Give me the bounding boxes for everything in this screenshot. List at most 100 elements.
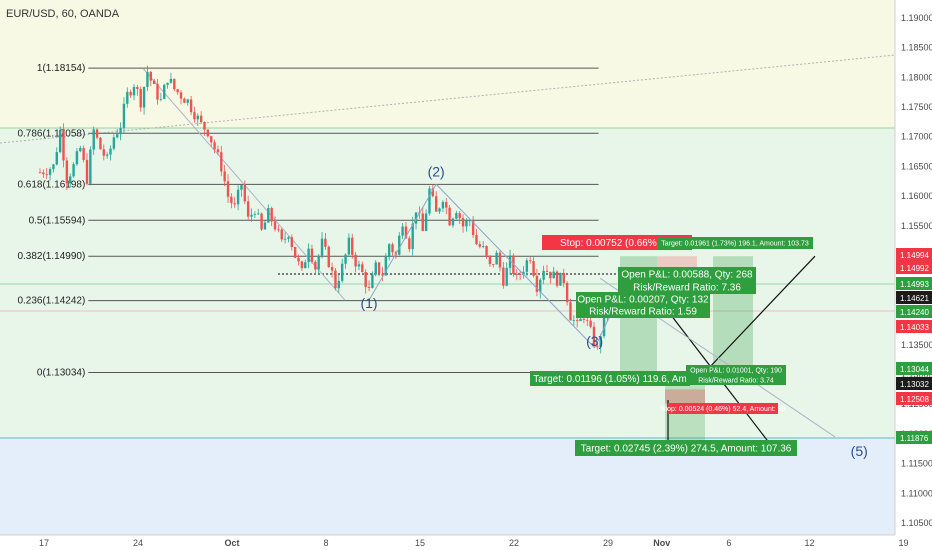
trend-line-dotted [0, 54, 896, 144]
candle-body [434, 196, 438, 212]
candle-body [89, 149, 92, 184]
candle-body [431, 188, 435, 197]
candle-body [562, 272, 565, 283]
candle-body [579, 318, 582, 322]
candle-body [226, 181, 230, 197]
candle-body [240, 185, 243, 190]
candles [38, 65, 619, 354]
candle-body [602, 309, 606, 337]
candle-body [515, 274, 518, 275]
price-tag-box [896, 305, 932, 318]
price-tag-label: 1.14993 [900, 280, 929, 289]
candle-body [112, 137, 116, 149]
candle-body [589, 320, 592, 327]
candle-body [105, 154, 109, 156]
candle-body [565, 282, 569, 303]
candle-body [569, 302, 572, 321]
candle-body [223, 171, 226, 182]
candle-body [455, 213, 458, 219]
candle-body [478, 244, 482, 247]
position-label: Target: 0.01961 (1.73%) 196.1, Amount: 1… [661, 241, 809, 248]
candle-body [176, 89, 179, 93]
candle-body [149, 71, 152, 81]
candle-body [528, 260, 532, 262]
zone-upper [0, 0, 895, 128]
candle-body [142, 86, 146, 108]
candle-body [55, 152, 58, 165]
candle-body [293, 246, 297, 258]
price-tag-label: 1.13044 [900, 365, 929, 374]
candle-body [481, 246, 485, 247]
candle-body [337, 280, 341, 289]
position-label-box [542, 235, 692, 250]
candle-body [119, 127, 122, 135]
candle-body [451, 218, 455, 226]
candle-body [411, 223, 414, 250]
price-tag-box [896, 431, 932, 444]
candle-body [441, 201, 445, 209]
candle-body [92, 129, 95, 150]
price-tag-label: 1.12508 [900, 395, 929, 404]
candle-body [404, 226, 408, 239]
candle-body [572, 320, 576, 321]
candle-body [122, 103, 126, 128]
price-tag-box [896, 248, 932, 261]
time-tick-label: 19 [899, 538, 909, 548]
candle-body [297, 257, 300, 262]
time-axis[interactable] [0, 535, 932, 550]
candle-body [203, 121, 206, 130]
candle-body [116, 134, 119, 138]
candle-body [421, 213, 424, 231]
position-label: Open P&L: 0.00207, Qty: 132 [577, 295, 709, 306]
candle-body [401, 226, 404, 236]
candle-body [136, 86, 139, 90]
candle-body [522, 271, 525, 275]
price-tags: 1.14994 1.14992 1.14993 1.14621 1.14240 1.140… [896, 248, 932, 444]
candle-body [159, 98, 163, 100]
candle-body [213, 142, 216, 150]
chart-title: EUR/USD, 60, OANDA [6, 8, 120, 20]
candle-body [535, 275, 539, 292]
candle-body [186, 99, 189, 103]
candle-body [99, 137, 102, 150]
wave-labels: (1) (2) (3) (5) [360, 164, 867, 459]
candle-body [408, 238, 411, 250]
position-label-box [657, 237, 813, 249]
wave-line [368, 184, 437, 301]
candle-body [445, 201, 448, 208]
candle-body [273, 221, 277, 230]
candle-body [300, 261, 304, 269]
candle-body [351, 237, 354, 255]
candle-body [354, 254, 357, 267]
candle-body [206, 129, 210, 137]
position-label: Open P&L: 0.00588, Qty: 268 [621, 270, 753, 281]
candle-body [79, 147, 82, 152]
candle-body [82, 147, 85, 160]
candle-body [485, 246, 488, 256]
candle-body [367, 287, 371, 288]
position-label: Stop: 0.00524 (0.46%) 52.4, Amount: 99 [661, 406, 786, 413]
time-tick-label: 24 [133, 538, 143, 548]
zone-middle [0, 128, 895, 438]
price-tick-label: 1.18000 [901, 72, 932, 82]
candle-body [58, 129, 62, 153]
price-tick-label: 1.10500 [901, 518, 932, 528]
price-tag-box [896, 261, 932, 274]
candle-body [461, 218, 465, 227]
candle-body [38, 172, 42, 174]
candle-body [334, 270, 337, 289]
price-axis[interactable] [895, 0, 932, 550]
candle-body [364, 272, 367, 288]
candle-body [391, 244, 394, 253]
position-label-box [575, 440, 797, 456]
time-tick-label: 22 [509, 538, 519, 548]
candle-body [502, 267, 505, 286]
candle-body [52, 164, 55, 170]
candle-body [290, 237, 294, 247]
candle-body [243, 185, 247, 202]
candle-body [62, 129, 65, 161]
wave-label: (2) [428, 164, 445, 180]
wave-label: (1) [360, 295, 377, 311]
candle-body [69, 176, 72, 184]
